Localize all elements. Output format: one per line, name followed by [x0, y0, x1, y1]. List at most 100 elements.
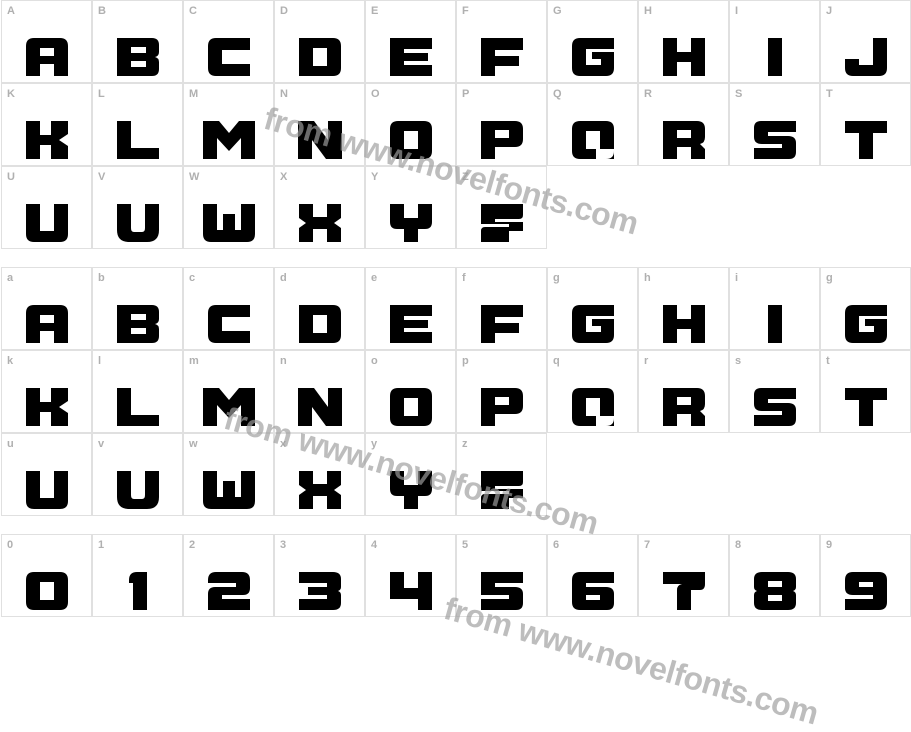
cell-label: A	[7, 5, 15, 17]
glyph-P	[457, 121, 546, 159]
cell-label: d	[280, 272, 287, 284]
glyph-Q	[548, 388, 637, 426]
glyph-K	[2, 121, 91, 159]
cell-label: l	[98, 355, 101, 367]
glyph-cell: k	[1, 350, 92, 433]
glyph-Z	[457, 471, 546, 509]
cell-label: k	[7, 355, 13, 367]
cell-label: V	[98, 171, 106, 183]
glyph-cell: J	[820, 0, 911, 83]
glyph-cell: 8	[729, 534, 820, 617]
cell-label: e	[371, 272, 377, 284]
glyph-cell: g	[820, 267, 911, 350]
cell-label: 3	[280, 539, 286, 551]
glyph-cell: f	[456, 267, 547, 350]
cell-label: U	[7, 171, 15, 183]
glyph-E	[366, 38, 455, 76]
glyph-cell: U	[1, 166, 92, 249]
glyph-V	[93, 204, 182, 242]
glyph-cell: F	[456, 0, 547, 83]
cell-label: Q	[553, 88, 562, 100]
glyph-cell: 0	[1, 534, 92, 617]
glyph-2	[184, 572, 273, 610]
glyph-T	[821, 121, 910, 159]
glyph-cell: M	[183, 83, 274, 166]
glyph-cell: n	[274, 350, 365, 433]
cell-label: 0	[7, 539, 13, 551]
glyph-cell: 2	[183, 534, 274, 617]
glyph-A	[2, 38, 91, 76]
glyph-cell: 5	[456, 534, 547, 617]
glyph-T	[821, 388, 910, 426]
cell-label: n	[280, 355, 287, 367]
glyph-cell: c	[183, 267, 274, 350]
glyph-1	[93, 572, 182, 610]
glyph-cell: b	[92, 267, 183, 350]
cell-label: y	[371, 438, 377, 450]
cell-label: w	[189, 438, 198, 450]
glyph-O	[366, 121, 455, 159]
glyph-cell: x	[274, 433, 365, 516]
cell-label: H	[644, 5, 652, 17]
glyph-U	[2, 471, 91, 509]
glyph-cell: 6	[547, 534, 638, 617]
cell-label: 9	[826, 539, 832, 551]
cell-label: B	[98, 5, 106, 17]
glyph-cell: e	[365, 267, 456, 350]
glyph-cell: s	[729, 350, 820, 433]
glyph-cell: O	[365, 83, 456, 166]
glyph-G	[548, 305, 637, 343]
glyph-5	[457, 572, 546, 610]
glyph-cell: N	[274, 83, 365, 166]
cell-label: h	[644, 272, 651, 284]
cell-empty	[820, 166, 911, 249]
cell-label: q	[553, 355, 560, 367]
cell-label: 7	[644, 539, 650, 551]
cell-label: Z	[462, 171, 469, 183]
glyph-H	[639, 38, 728, 76]
glyph-Q	[548, 121, 637, 159]
charmap-section-uppercase: ABCDEFGHIJKLMNOPQRSTUVWXYZ	[1, 0, 911, 249]
cell-label: 4	[371, 539, 377, 551]
glyph-cell: E	[365, 0, 456, 83]
glyph-cell: G	[547, 0, 638, 83]
glyph-cell: C	[183, 0, 274, 83]
glyph-A	[2, 305, 91, 343]
glyph-cell: 1	[92, 534, 183, 617]
cell-label: T	[826, 88, 833, 100]
glyph-P	[457, 388, 546, 426]
charmap-section-lowercase: abcdefghigklmnopqrstuvwxyz	[1, 267, 911, 516]
glyph-cell: i	[729, 267, 820, 350]
cell-label: P	[462, 88, 470, 100]
cell-label: 5	[462, 539, 468, 551]
cell-label: i	[735, 272, 738, 284]
glyph-I	[730, 305, 819, 343]
glyph-B	[93, 38, 182, 76]
glyph-G	[548, 38, 637, 76]
glyph-cell: W	[183, 166, 274, 249]
cell-label: N	[280, 88, 288, 100]
glyph-cell: H	[638, 0, 729, 83]
glyph-cell: 3	[274, 534, 365, 617]
cell-label: t	[826, 355, 830, 367]
cell-empty	[729, 166, 820, 249]
glyph-cell: 7	[638, 534, 729, 617]
cell-label: J	[826, 5, 832, 17]
glyph-O	[366, 388, 455, 426]
glyph-Y	[366, 471, 455, 509]
cell-label: F	[462, 5, 469, 17]
glyph-6	[548, 572, 637, 610]
cell-label: W	[189, 171, 200, 183]
glyph-cell: p	[456, 350, 547, 433]
glyph-cell: P	[456, 83, 547, 166]
glyph-Y	[366, 204, 455, 242]
cell-label: c	[189, 272, 195, 284]
glyph-S	[730, 388, 819, 426]
glyph-cell: l	[92, 350, 183, 433]
glyph-X	[275, 204, 364, 242]
glyph-cell: X	[274, 166, 365, 249]
glyph-cell: V	[92, 166, 183, 249]
cell-label: p	[462, 355, 469, 367]
glyph-cell: T	[820, 83, 911, 166]
glyph-cell: m	[183, 350, 274, 433]
